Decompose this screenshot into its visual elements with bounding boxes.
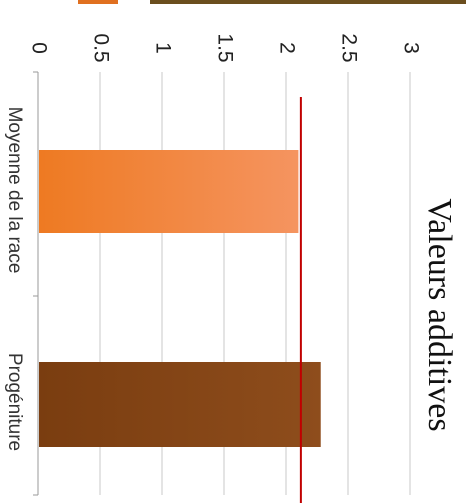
tick-label-3: 1.5 (213, 33, 236, 62)
tick-label-2: 1 (151, 42, 174, 54)
tick-label-5: 2.5 (337, 33, 360, 62)
bar-0 (39, 150, 299, 233)
bar-1 (39, 362, 321, 447)
tick-label-4: 2 (275, 42, 298, 54)
category-label-1: Progéniture (4, 353, 25, 451)
tick-label-1: 0.5 (89, 33, 112, 62)
tick-label-6: 3 (399, 42, 422, 54)
category-label-0: Moyenne de la race (4, 107, 25, 274)
legend-swatch-0 (78, 0, 118, 4)
chart-title: Valeurs additives (421, 198, 458, 431)
tick-label-0: 0 (27, 42, 50, 54)
legend-swatch-1 (150, 0, 466, 4)
